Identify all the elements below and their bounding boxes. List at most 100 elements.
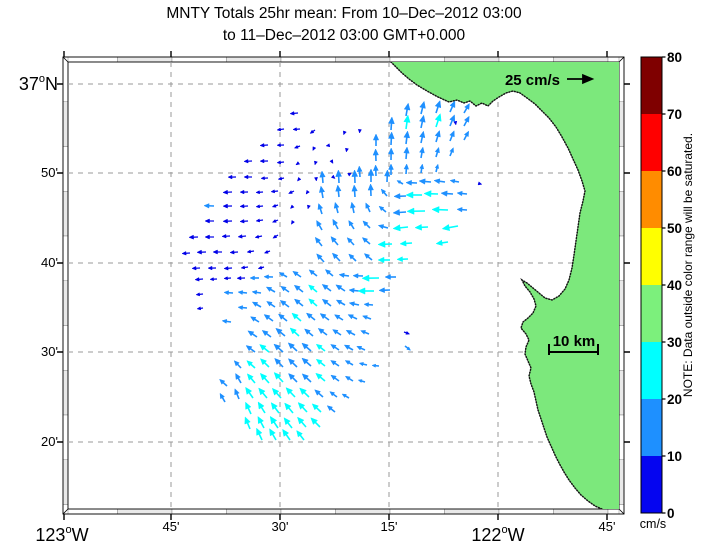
vector-head	[219, 378, 226, 385]
current-vector	[295, 161, 301, 166]
vector-head	[207, 265, 213, 271]
vector-head	[293, 144, 299, 149]
vector-head	[419, 130, 426, 139]
current-vector	[258, 387, 268, 399]
current-vector	[290, 204, 295, 209]
current-vector	[419, 130, 426, 144]
vector-head	[393, 193, 401, 200]
frame-segment	[618, 101, 625, 147]
vector-head	[403, 102, 411, 111]
current-vector	[406, 207, 426, 215]
current-vector	[388, 116, 395, 131]
vector-head	[431, 206, 440, 214]
current-vector	[403, 163, 409, 175]
vector-head	[358, 362, 364, 367]
current-vector	[335, 299, 346, 306]
vector-head	[360, 330, 366, 335]
current-vector	[335, 169, 342, 184]
frame-segment	[62, 56, 118, 63]
frame-segment	[389, 508, 445, 515]
vector-head	[299, 387, 307, 396]
vector-head	[276, 160, 281, 165]
current-vector	[463, 102, 470, 114]
current-vector	[259, 158, 269, 164]
vector-head	[348, 220, 354, 227]
vector-head	[194, 277, 200, 282]
current-vector	[356, 165, 363, 178]
scale-bar-line	[548, 344, 599, 355]
frame-segment	[553, 508, 609, 515]
vector-head	[434, 163, 440, 169]
vector-head	[314, 177, 318, 182]
current-vector	[251, 290, 262, 295]
vector-head	[181, 251, 187, 256]
current-vector	[233, 360, 242, 369]
vector-head	[419, 100, 426, 109]
vector-head	[271, 219, 277, 223]
vector-head	[222, 218, 228, 224]
current-vector	[291, 312, 302, 322]
vector-head	[325, 143, 331, 148]
current-vector	[393, 193, 407, 200]
frame-segment	[62, 235, 69, 281]
current-vector	[351, 169, 359, 184]
current-vector	[356, 346, 366, 351]
current-vector	[227, 174, 237, 180]
vector-head	[388, 131, 395, 139]
vector-head	[273, 372, 282, 380]
current-vector	[278, 272, 288, 278]
vector-head	[456, 190, 463, 197]
vector-head	[289, 327, 297, 335]
vector-head	[405, 191, 414, 199]
vector-head	[308, 269, 315, 276]
vector-head	[255, 204, 260, 209]
current-vector	[257, 265, 265, 270]
current-vector	[418, 178, 432, 185]
vector-head	[308, 284, 315, 291]
current-vector	[245, 401, 252, 415]
frame-segment	[618, 191, 625, 237]
current-vector	[273, 343, 284, 353]
current-vector	[234, 388, 240, 400]
vector-head	[315, 343, 323, 351]
vector-head	[269, 428, 276, 437]
vector-head	[344, 375, 351, 381]
axis-label-minutes: 15'	[381, 519, 398, 534]
current-vector	[403, 114, 411, 130]
vector-head	[367, 168, 375, 176]
axis-label-minutes: 45'	[163, 519, 180, 534]
current-vector	[291, 220, 296, 225]
vector-head	[365, 202, 371, 209]
current-vector	[273, 372, 284, 383]
current-vector	[434, 163, 440, 173]
frame-segment	[62, 370, 69, 416]
vector-head	[335, 284, 343, 291]
vector-head	[330, 344, 337, 350]
vector-head	[285, 387, 294, 395]
vector-head	[222, 189, 228, 195]
vector-head	[324, 269, 332, 275]
vector-head	[239, 189, 245, 195]
vector-head	[284, 402, 292, 411]
current-vector	[419, 146, 425, 159]
current-vector	[329, 159, 334, 164]
vector-head	[357, 379, 363, 383]
current-vector	[188, 234, 199, 240]
axis-label-degrees: 37oN	[19, 73, 58, 94]
vector-head	[293, 284, 301, 292]
current-vector	[434, 113, 442, 128]
vector-head	[434, 113, 442, 122]
vector-head	[289, 111, 295, 116]
current-vector	[348, 253, 357, 262]
current-vector	[270, 402, 280, 414]
current-vector	[361, 315, 372, 320]
frame-bevels	[62, 56, 625, 515]
vector-head	[245, 401, 252, 410]
vector-head	[219, 392, 225, 400]
vector-head	[367, 183, 374, 191]
vector-head	[266, 301, 273, 307]
vector-head	[239, 219, 245, 224]
vector-head	[449, 147, 454, 153]
current-vector	[207, 265, 217, 271]
map-frame	[57, 51, 630, 520]
